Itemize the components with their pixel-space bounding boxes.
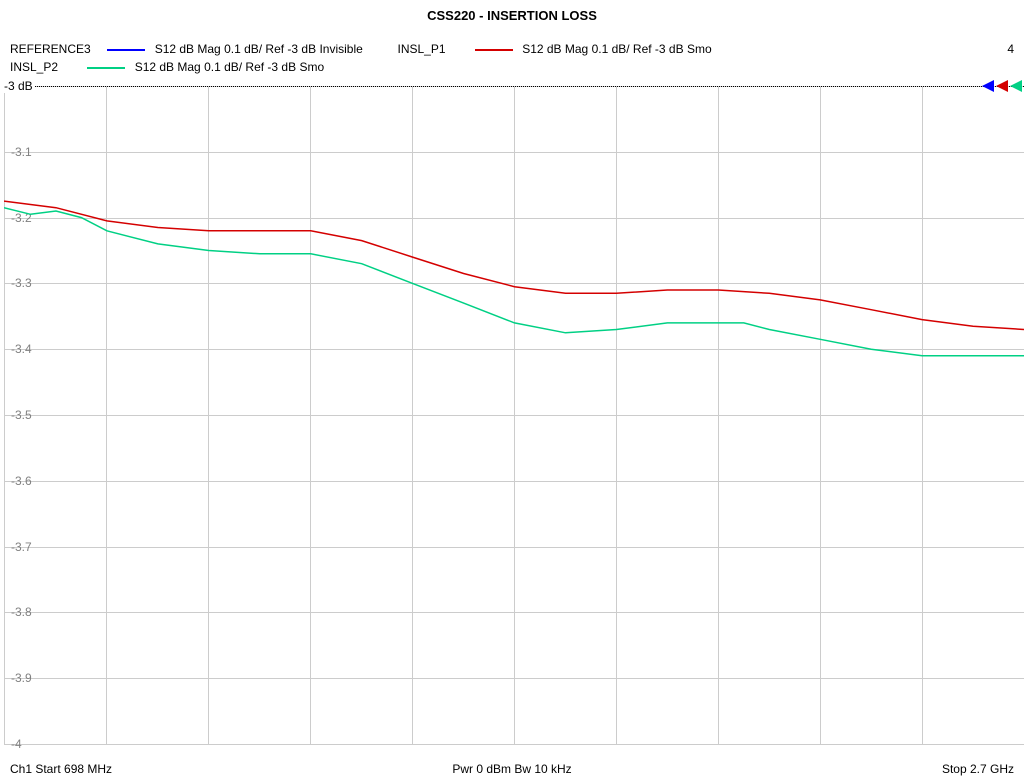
trace-swatch-1 xyxy=(475,49,513,51)
legend-row-2: INSL_P2 S12 dB Mag 0.1 dB/ Ref -3 dB Smo xyxy=(10,60,324,74)
legend-row-1: REFERENCE3 S12 dB Mag 0.1 dB/ Ref -3 dB … xyxy=(10,42,712,56)
trace-desc-2: S12 dB Mag 0.1 dB/ Ref -3 dB Smo xyxy=(135,60,324,74)
trace-desc-1: S12 dB Mag 0.1 dB/ Ref -3 dB Smo xyxy=(522,42,711,56)
trace-swatch-0 xyxy=(107,49,145,51)
trace-desc-0: S12 dB Mag 0.1 dB/ Ref -3 dB Invisible xyxy=(155,42,363,56)
trace-line-INSL_P1 xyxy=(4,201,1024,329)
footer-mid: Pwr 0 dBm Bw 10 kHz xyxy=(4,762,1020,776)
trace-name-2: INSL_P2 xyxy=(10,60,80,74)
marker-count: 4 xyxy=(1007,42,1014,56)
ref-marker-icon xyxy=(1010,80,1022,92)
trace-name-0: REFERENCE3 xyxy=(10,42,100,56)
ref-marker-icon xyxy=(996,80,1008,92)
trace-line-INSL_P2 xyxy=(4,208,1024,356)
trace-swatch-2 xyxy=(87,67,125,69)
footer-stop: Stop 2.7 GHz xyxy=(942,762,1014,776)
trace-canvas xyxy=(4,86,1024,744)
trace-name-1: INSL_P1 xyxy=(398,42,468,56)
chart-area: -3 dB-3.1-3.2-3.3-3.4-3.5-3.6-3.7-3.8-3.… xyxy=(4,86,1024,744)
ref-marker-icon xyxy=(982,80,994,92)
grid-hline xyxy=(4,744,1024,745)
chart-title: CSS220 - INSERTION LOSS xyxy=(0,8,1024,23)
